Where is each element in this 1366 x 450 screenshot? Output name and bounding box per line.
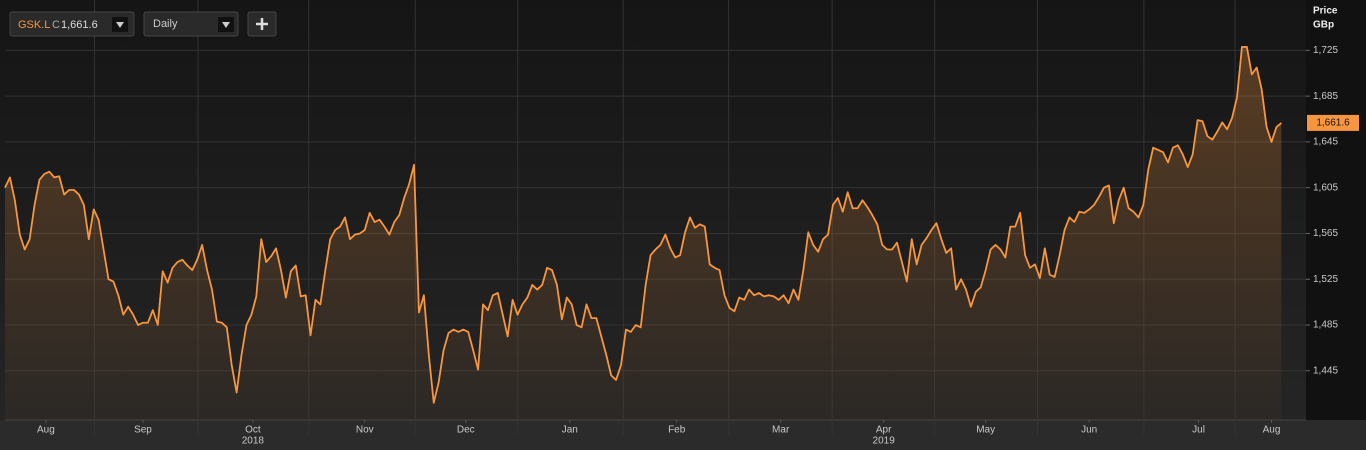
x-tick-label: Oct xyxy=(245,425,261,436)
x-tick-label: Mar xyxy=(772,425,790,436)
add-icon xyxy=(256,18,268,30)
x-tick-label: Sep xyxy=(134,425,152,436)
x-tick-label: Dec xyxy=(457,425,475,436)
close-value: 1,661.6 xyxy=(61,19,98,31)
x-tick-label: Aug xyxy=(1263,425,1281,436)
y-tick-label: 1,445 xyxy=(1313,365,1338,376)
x-tick-label: Jun xyxy=(1081,425,1097,436)
interval-box[interactable] xyxy=(143,11,239,37)
last-price-label: 1,661.6 xyxy=(1316,118,1350,129)
x-tick-label: Aug xyxy=(37,425,55,436)
close-prefix: C xyxy=(52,19,60,31)
x-year-label: 2018 xyxy=(242,436,265,447)
series xyxy=(4,46,1282,421)
interval: Daily xyxy=(153,18,178,30)
y-tick-label: 1,605 xyxy=(1313,182,1338,193)
x-tick-label: Jan xyxy=(562,425,578,436)
symbol-box[interactable] xyxy=(9,11,135,37)
dropdown-arrow xyxy=(116,22,124,28)
x-axis-panel xyxy=(0,420,1366,450)
x-tick-label: Feb xyxy=(668,425,686,436)
y-tick-label: 1,485 xyxy=(1313,320,1338,331)
y-tick-label: 1,525 xyxy=(1313,274,1338,285)
y-tick-label: 1,725 xyxy=(1313,45,1338,56)
x-tick-label: May xyxy=(976,425,995,436)
price-area xyxy=(5,46,1282,421)
x-tick-label: Nov xyxy=(356,425,374,436)
x-tick-label: Apr xyxy=(876,425,892,436)
y-tick-label: 1,565 xyxy=(1313,228,1338,239)
y-axis-panel xyxy=(1306,0,1366,420)
price-line xyxy=(4,46,1282,404)
last-price-badge xyxy=(1307,114,1359,131)
x-year-label: 2019 xyxy=(873,436,896,447)
y-tick-label: 1,685 xyxy=(1313,91,1338,102)
ticker: GSK.L xyxy=(18,19,50,31)
y-axis-unit: GBp xyxy=(1313,20,1334,31)
axes: 1,445 1,485 1,525 1,565 1,605 1,645 1,685 1,725… xyxy=(37,45,1359,447)
y-tick-label: 1,645 xyxy=(1313,137,1338,148)
x-tick-label: Jul xyxy=(1192,425,1205,436)
dropdown-arrow xyxy=(222,22,230,28)
y-axis-title: Price xyxy=(1313,6,1338,17)
